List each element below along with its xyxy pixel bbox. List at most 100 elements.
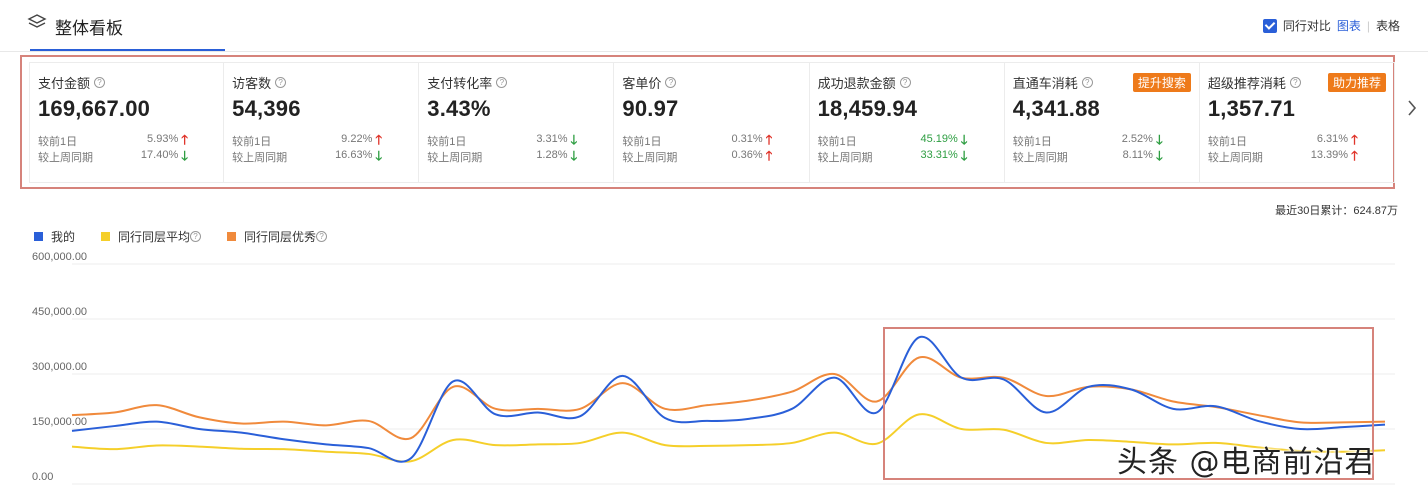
table-view-link[interactable]: 表格 [1375,19,1400,33]
arrow-up-icon: 🡑 [375,131,383,147]
metric-card[interactable]: 支付金额? 169,667.00 较前1日 5.93% 🡑 较上周同期 17.40% 🡓 [29,62,225,183]
metric-compare-day: 较前1日 9.22% 🡑 [232,133,382,149]
metric-label-text: 超级推荐消耗 [1207,76,1286,91]
metric-compare-week: 较上周同期 0.36% 🡑 [622,149,772,165]
promo-badge[interactable]: 提升搜索 [1132,73,1191,92]
metric-compare-week: 较上周同期 13.39% 🡑 [1208,149,1358,165]
chevron-right-icon[interactable] [1406,98,1418,118]
legend-label: 我的 [51,230,76,244]
legend-swatch [34,232,43,241]
series-line-1[interactable] [71,413,1386,463]
chart-view-link[interactable]: 图表 [1336,19,1361,33]
metric-label-text: 支付金额 [38,76,91,91]
help-icon[interactable]: ? [899,77,911,88]
arrow-down-icon: 🡓 [570,131,578,147]
metric-label: 支付转化率? [427,73,613,92]
help-icon[interactable]: ? [496,77,508,88]
help-icon[interactable]: ? [665,77,677,88]
compare-value: 45.19% [920,133,958,145]
metric-card[interactable]: 支付转化率? 3.43% 较前1日 3.31% 🡓 较上周同期 1.28% 🡓 [419,62,615,183]
legend-item-mine[interactable]: 我的 [34,228,75,245]
arrow-up-icon: 🡑 [765,147,773,163]
help-icon[interactable]: ? [1289,77,1301,88]
compare-label: 较上周同期 [232,152,288,164]
help-icon[interactable]: ? [316,231,328,242]
metric-card[interactable]: 超级推荐消耗? 1,357.71 较前1日 6.31% 🡑 较上周同期 13.39% 🡑 助力推… [1199,62,1395,183]
metric-compare-day: 较前1日 45.19% 🡓 [818,133,968,149]
metric-compare-week: 较上周同期 17.40% 🡓 [38,149,188,165]
metric-card[interactable]: 直通车消耗? 4,341.88 较前1日 2.52% 🡓 较上周同期 8.11% 🡓 提升搜索 [1004,62,1200,183]
arrow-down-icon: 🡓 [1155,147,1163,163]
legend-item-avg[interactable]: 同行同层平均 ? [101,228,202,245]
metric-compare-day: 较前1日 0.31% 🡑 [622,133,772,149]
metric-label: 支付金额? [38,73,223,92]
compare-label: 较前1日 [1207,136,1247,148]
y-tick-label: 450,000.00 [32,306,87,318]
compare-label: 较前1日 [622,136,662,148]
metrics-row: 支付金额? 169,667.00 较前1日 5.93% 🡑 较上周同期 17.40% 🡓 访客数… [29,62,1395,183]
series-line-0[interactable] [71,335,1386,463]
metric-label: 成功退款金额? [818,73,1004,92]
promo-badge[interactable]: 助力推荐 [1327,73,1386,92]
compare-label: 较前1日 [1012,136,1052,148]
compare-value: 3.31% [536,133,568,145]
y-tick-label: 300,000.00 [32,361,87,373]
arrow-up-icon: 🡑 [1351,147,1358,163]
legend-swatch [227,232,237,241]
compare-label: 较前1日 [427,136,467,148]
chart-highlight-box [883,327,1374,480]
compare-label: 较前1日 [38,136,78,148]
metric-label: 直通车消耗? [1013,73,1199,92]
metric-label: 客单价? [622,73,808,92]
arrow-down-icon: 🡓 [1155,131,1163,147]
metric-card[interactable]: 成功退款金额? 18,459.94 较前1日 45.19% 🡓 较上周同期 33.31% 🡓 [809,62,1005,183]
metric-value: 169,667.00 [38,96,151,121]
metric-value: 18,459.94 [817,96,918,121]
metric-compare-day: 较前1日 6.31% 🡑 [1208,133,1358,149]
metric-card[interactable]: 访客数? 54,396 较前1日 9.22% 🡑 较上周同期 16.63% 🡓 [224,62,420,183]
y-tick-label: 150,000.00 [32,416,87,428]
compare-value: 2.52% [1121,133,1153,145]
compare-label[interactable]: 同行对比 [1282,19,1331,33]
compare-value: 8.11% [1122,149,1153,161]
metric-label-text: 访客数 [232,76,272,91]
view-controls: 同行对比 图表 | 表格 [1262,17,1400,34]
metric-value: 54,396 [232,96,301,121]
compare-value: 17.40% [140,149,179,161]
arrow-down-icon: 🡓 [181,147,188,163]
arrow-up-icon: 🡑 [181,131,188,147]
metric-label: 访客数? [232,73,418,92]
compare-value: 5.93% [147,133,179,145]
watermark: 头条 @电商前沿君 [1117,445,1376,480]
metric-label-text: 客单价 [622,76,662,91]
help-icon[interactable]: ? [190,231,202,242]
metric-compare-day: 较前1日 3.31% 🡓 [427,133,577,149]
metric-value: 3.43% [427,96,491,121]
metric-compare-week: 较上周同期 16.63% 🡓 [232,149,382,165]
compare-value: 6.31% [1316,133,1349,145]
arrow-down-icon: 🡓 [570,147,578,163]
legend-label: 同行同层平均 [118,230,191,244]
metric-label-text: 直通车消耗 [1012,76,1078,91]
metric-label-text: 支付转化率 [427,76,493,91]
layers-icon [27,14,47,28]
metric-label-text: 成功退款金额 [817,76,896,91]
compare-label: 较上周同期 [427,152,483,164]
metric-value: 90.97 [622,96,679,121]
metric-value: 4,341.88 [1012,96,1100,121]
compare-checkbox[interactable] [1262,18,1277,33]
compare-label: 较上周同期 [1207,152,1263,164]
compare-value: 16.63% [335,149,373,161]
arrow-up-icon: 🡑 [765,131,773,147]
metric-card[interactable]: 客单价? 90.97 较前1日 0.31% 🡑 较上周同期 0.36% 🡑 [614,62,810,183]
compare-label: 较前1日 [817,136,857,148]
legend-item-excellent[interactable]: 同行同层优秀 ? [227,228,328,245]
compare-label: 较上周同期 [38,152,93,164]
help-icon[interactable]: ? [94,77,106,88]
series-line-2[interactable] [71,356,1386,441]
line-chart: 0.00 150,000.00 300,000.00 450,000.00 600,00… [32,251,1395,485]
compare-label: 较前1日 [232,136,272,148]
help-icon[interactable]: ? [1081,77,1093,88]
help-icon[interactable]: ? [275,77,287,88]
compare-value: 1.28% [536,149,568,161]
